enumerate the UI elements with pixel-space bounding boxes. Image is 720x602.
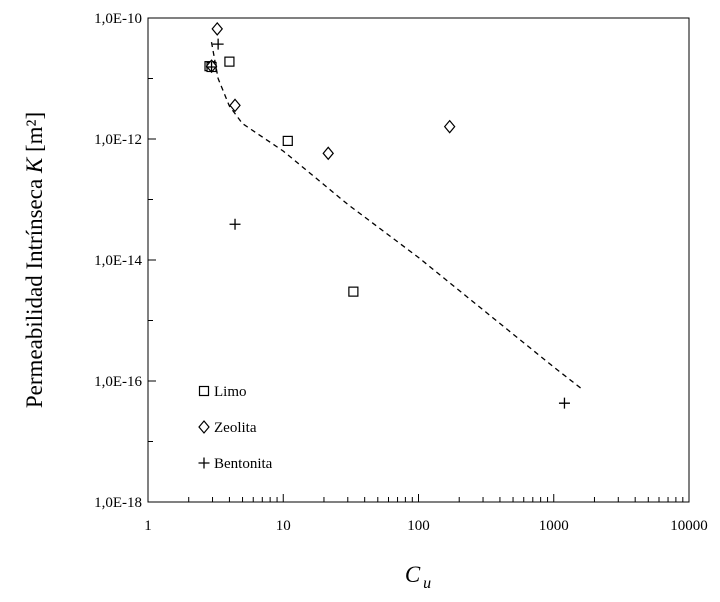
limo-point xyxy=(348,286,359,297)
x-axis-title-main: C xyxy=(405,562,421,587)
bentonita-point xyxy=(212,38,224,50)
limo-point xyxy=(224,56,235,67)
zeolita-point xyxy=(322,146,334,161)
legend-marker-limo xyxy=(198,385,210,397)
legend-label-zeolita: Zeolita xyxy=(214,420,257,436)
y-tick-label: 1,0E-18 xyxy=(94,495,142,511)
trend-line xyxy=(210,41,582,390)
y-axis-title-suffix: [m²] xyxy=(22,112,47,158)
legend-marker-bentonita xyxy=(198,457,210,469)
x-tick-label: 10000 xyxy=(670,518,708,534)
x-tick-label: 1000 xyxy=(539,518,569,534)
zeolita-point xyxy=(443,119,456,134)
y-tick-label: 1,0E-10 xyxy=(94,11,142,27)
x-tick-label: 100 xyxy=(407,518,430,534)
x-tick-label: 10 xyxy=(276,518,291,534)
y-tick-label: 1,0E-16 xyxy=(94,374,142,390)
x-tick-label: 1 xyxy=(144,518,152,534)
legend-label-limo: Limo xyxy=(214,384,247,400)
y-tick-label: 1,0E-12 xyxy=(94,132,142,148)
y-axis: 1,0E-18 1,0E-16 1,0E-14 1,0E-12 1,0E-10 xyxy=(94,11,156,511)
x-axis: 1 10 100 1000 10000 xyxy=(144,494,708,534)
y-axis-title: Permeabilidad Intrínseca K [m²] xyxy=(22,112,47,408)
x-axis-title-sub: u xyxy=(423,575,431,592)
bentonita-point xyxy=(206,61,218,73)
legend: Limo Zeolita Bentonita xyxy=(198,384,273,472)
bentonita-point xyxy=(229,218,241,230)
legend-marker-zeolita xyxy=(198,420,210,434)
data-marks xyxy=(204,21,582,409)
legend-label-bentonita: Bentonita xyxy=(214,456,273,472)
y-axis-title-prefix: Permeabilidad Intrínseca xyxy=(22,173,47,408)
limo-point xyxy=(282,135,293,147)
y-axis-title-symbol: K xyxy=(22,156,47,174)
bentonita-point xyxy=(558,397,570,409)
zeolita-point xyxy=(211,21,224,36)
zeolita-point xyxy=(229,98,241,113)
y-tick-label: 1,0E-14 xyxy=(94,253,142,269)
